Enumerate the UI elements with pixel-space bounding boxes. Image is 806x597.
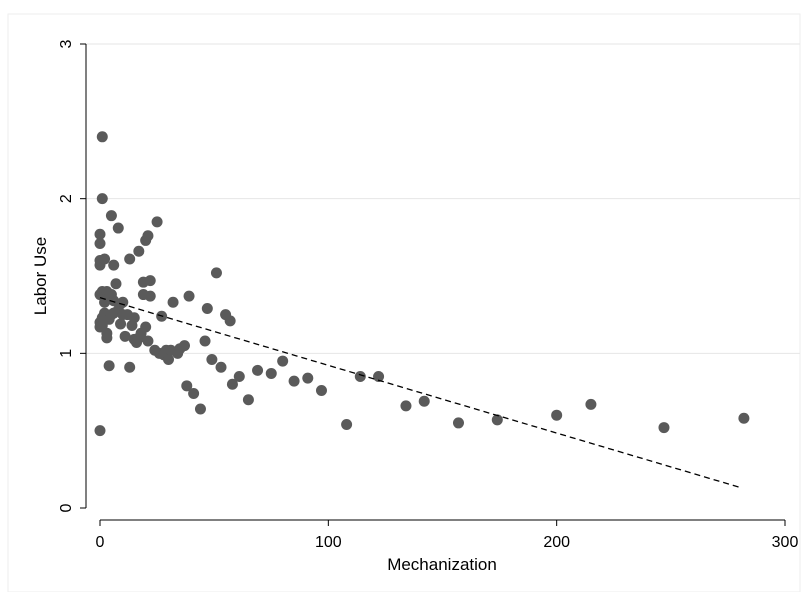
y-tick-label-3: 3 <box>58 39 75 48</box>
data-point <box>105 210 117 222</box>
data-point <box>151 216 163 228</box>
y-axis-label: Labor Use <box>31 237 50 315</box>
data-point <box>103 360 115 372</box>
x-tick-label-0: 0 <box>96 534 105 551</box>
data-point <box>124 253 136 265</box>
data-point <box>142 230 154 242</box>
data-point <box>341 418 353 430</box>
data-point <box>452 417 464 429</box>
data-point <box>140 321 152 333</box>
data-point <box>94 228 106 240</box>
data-point <box>183 290 195 302</box>
data-point <box>302 372 314 384</box>
data-point <box>738 412 750 424</box>
data-point <box>210 267 222 279</box>
data-point <box>199 335 211 347</box>
data-point <box>181 380 193 392</box>
data-point <box>96 193 108 205</box>
data-point <box>194 403 206 415</box>
data-points <box>94 131 750 437</box>
data-point <box>142 335 154 347</box>
y-tick-label-2: 2 <box>58 194 75 203</box>
data-point <box>167 296 179 308</box>
data-point <box>119 330 131 342</box>
data-point <box>373 371 385 383</box>
data-point <box>163 354 174 366</box>
data-point <box>242 394 254 406</box>
data-point <box>110 278 122 290</box>
data-point <box>400 400 412 412</box>
data-point <box>96 131 108 143</box>
data-point <box>277 355 289 367</box>
y-tick-label-1: 1 <box>58 349 75 358</box>
data-point <box>124 361 136 373</box>
data-point <box>94 238 106 250</box>
data-point <box>101 327 113 339</box>
data-point <box>144 275 156 287</box>
x-tick-label-300: 300 <box>772 534 799 551</box>
data-point <box>226 378 238 390</box>
x-axis-label: Mechanization <box>387 555 497 574</box>
data-point <box>585 398 597 410</box>
data-point <box>112 222 124 234</box>
data-point <box>128 312 140 324</box>
data-point <box>265 367 277 379</box>
data-point <box>133 245 145 257</box>
data-point <box>288 375 300 387</box>
data-point <box>201 302 213 314</box>
x-tick-label-100: 100 <box>315 534 342 551</box>
data-point <box>418 395 430 407</box>
data-point <box>117 296 129 308</box>
gridlines <box>86 43 800 354</box>
data-point <box>206 354 218 366</box>
data-point <box>215 361 227 373</box>
fit-line <box>99 297 742 489</box>
data-point <box>99 253 111 265</box>
data-point <box>491 414 503 426</box>
data-point <box>108 259 120 271</box>
data-point <box>551 409 563 421</box>
data-point <box>315 384 327 396</box>
plot-frame <box>7 13 801 593</box>
data-point <box>233 371 245 383</box>
fit-line-group <box>99 297 742 489</box>
data-point <box>252 364 264 376</box>
data-point <box>658 422 670 434</box>
data-point <box>224 315 236 327</box>
x-tick-label-200: 200 <box>543 534 570 551</box>
data-point <box>115 318 127 330</box>
y-tick-label-0: 0 <box>58 503 75 512</box>
data-point <box>188 388 200 400</box>
data-point <box>178 340 190 352</box>
data-point <box>144 290 156 302</box>
axes <box>85 44 785 521</box>
data-point <box>354 371 366 383</box>
data-point <box>94 425 106 437</box>
ticks: 0 100 200 300 0 1 2 3 <box>58 39 798 551</box>
